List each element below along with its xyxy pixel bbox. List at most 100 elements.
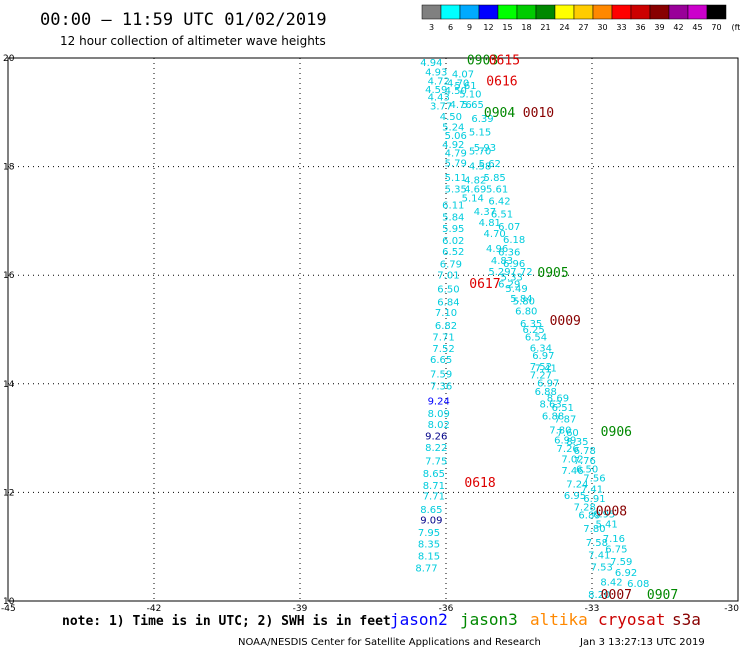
wave-height-value: 7.59 (610, 557, 632, 568)
scale-swatch (573, 4, 594, 20)
wave-height-value: 6.84 (437, 297, 459, 308)
wave-height-value: 7.72 (510, 267, 532, 278)
wave-height-value: 6.18 (503, 235, 525, 246)
wave-height-value: 7.59 (430, 370, 452, 381)
y-tick-label: 18 (3, 163, 15, 173)
scale-swatch (706, 4, 727, 20)
wave-height-value: 6.97 (537, 378, 559, 389)
wave-height-value: 8.71 (423, 481, 445, 492)
pass-label: 0617 (469, 277, 500, 292)
scale-label: 42 (673, 23, 683, 32)
wave-height-value: 6.89 (578, 511, 600, 522)
wave-height-value: 7.27 (530, 371, 552, 382)
wave-height-value: 7.36 (430, 382, 452, 393)
wave-height-value: 5.84 (510, 294, 532, 305)
wave-height-value: 7.95 (418, 528, 440, 539)
scale-label: 45 (692, 23, 702, 32)
wave-height-value: 5.93 (474, 143, 496, 154)
wave-height-value: 6.92 (615, 568, 637, 579)
satellite-legend-entry: jason2 (390, 610, 448, 629)
wave-height-value: 6.34 (530, 344, 552, 355)
wave-height-value: 8.35 (418, 540, 440, 551)
scale-label: 39 (654, 23, 664, 32)
wave-height-value: 6.36 (498, 247, 520, 258)
scale-swatch (478, 4, 499, 20)
wave-height-value: 4.82 (464, 176, 486, 187)
satellite-legend-entry: cryosat (598, 610, 665, 629)
wave-height-value: 6.99 (554, 435, 576, 446)
wave-height-value: 6.96 (503, 259, 525, 270)
x-tick-label: -45 (1, 604, 16, 614)
wave-height-value: 7.80 (583, 524, 605, 535)
wave-height-value: 8.15 (418, 551, 440, 562)
wave-height-value: 4.70 (484, 229, 506, 240)
x-tick-label: -39 (293, 604, 308, 614)
wave-height-value: 7.80 (549, 425, 571, 436)
satellite-legend-entry: s3a (672, 610, 701, 629)
wave-height-value: 6.91 (583, 494, 605, 505)
scale-label: 18 (521, 23, 531, 32)
wave-height-value: 6.80 (515, 307, 537, 318)
wave-height-value: 4.96 (486, 244, 508, 255)
wave-height-value: 7.56 (583, 473, 605, 484)
wave-height-value: 5.79 (445, 158, 467, 169)
pass-label: 0616 (486, 74, 517, 89)
wave-height-value: 4.76 (449, 100, 471, 111)
scale-label: 6 (448, 23, 453, 32)
wave-height-value: 5.80 (513, 296, 535, 307)
wave-height-value: 4.69 (464, 184, 486, 195)
scale-swatch (687, 4, 708, 20)
wave-height-value: 5.49 (505, 284, 527, 295)
wave-height-value: 7.41 (581, 485, 603, 496)
wave-height-value: 7.02 (561, 454, 583, 465)
wave-height-value: 6.50 (576, 465, 598, 476)
wave-height-value: 4.72 (428, 76, 450, 87)
data-points: 4.944.934.724.594.433.774.505.245.064.92… (415, 58, 649, 601)
wave-height-value: 6.25 (522, 325, 544, 336)
scale-label: 33 (616, 23, 626, 32)
wave-height-value: 4.93 (425, 68, 447, 79)
wave-height-value: 5.14 (462, 194, 484, 205)
wave-height-value: 5.61 (486, 184, 508, 195)
wave-height-value: 6.07 (498, 222, 520, 233)
scale-swatch (592, 4, 613, 20)
scale-swatch (497, 4, 518, 20)
pass-label: 0007 (601, 588, 632, 603)
footer-credit: NOAA/NESDIS Center for Satellite Applica… (238, 637, 541, 648)
wave-height-value: 9.24 (428, 397, 450, 408)
wave-height-value: 7.41 (535, 364, 557, 375)
wave-height-value: 7.75 (425, 456, 447, 467)
wave-height-value: 7.41 (588, 550, 610, 561)
wave-height-value: 7.71 (432, 333, 454, 344)
wave-height-value: 7.76 (574, 456, 596, 467)
wave-height-value: 6.75 (605, 544, 627, 555)
wave-height-value: 5.70 (469, 146, 491, 157)
wave-height-value: 8.02 (428, 420, 450, 431)
wave-height-value: 5.11 (445, 173, 467, 184)
wave-height-value: 5.33 (501, 272, 523, 283)
wave-height-value: 6.35 (520, 319, 542, 330)
wave-height-value: 8.63 (540, 399, 562, 410)
wave-height-value: 6.51 (491, 209, 513, 220)
wave-height-value: 5.24 (442, 123, 464, 134)
satellite-legend-entry: jason3 (460, 610, 518, 629)
scale-swatch (554, 4, 575, 20)
axis-ticks: -45 -42 -39 -36 -33 -30 10 12 14 16 18 20 (1, 54, 739, 614)
pass-label: 0009 (550, 314, 581, 329)
scale-swatch (668, 4, 689, 20)
scale-label: 36 (635, 23, 645, 32)
scale-swatch (535, 4, 556, 20)
pass-label: 0906 (601, 425, 632, 440)
wave-height-value: 5.29 (488, 267, 510, 278)
x-tick-label: -33 (585, 604, 600, 614)
wave-height-value: 7.01 (437, 271, 459, 282)
scale-label: 70 (711, 23, 721, 32)
pass-label: 0618 (464, 476, 495, 491)
wave-height-value: 7.10 (435, 308, 457, 319)
wave-height-value: 4.81 (479, 218, 501, 229)
wave-height-value: 8.42 (600, 578, 622, 589)
wave-height-value: 6.51 (552, 403, 574, 414)
scale-label: 30 (597, 23, 607, 32)
wave-height-value: 5.06 (445, 131, 467, 142)
wave-height-value: 6.95 (564, 491, 586, 502)
